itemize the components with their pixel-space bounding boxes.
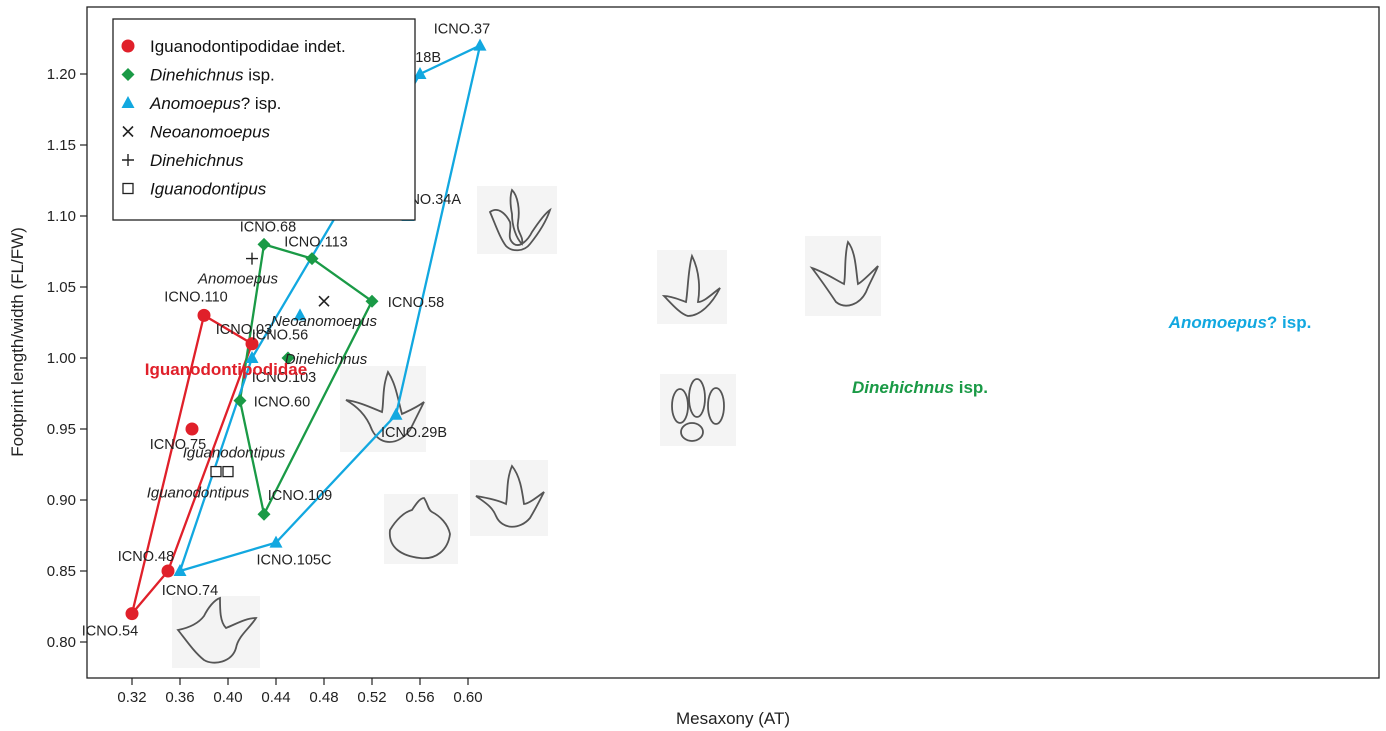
y-axis: 0.80 0.85 0.90 0.95 1.00 1.05 1.10 1.15 1.20: [47, 66, 87, 651]
y-tick-label: 1.10: [47, 208, 76, 225]
legend-label: Anomoepus? isp.: [149, 94, 281, 113]
anomoepus-point: [245, 351, 259, 363]
y-tick-label: 0.80: [47, 634, 76, 651]
footprint-iguanodontipodidae-icon: [340, 366, 426, 452]
x-tick-label: 0.60: [453, 689, 482, 706]
footprint-iguanodontipus-left-icon: [384, 494, 458, 564]
anomoepus-point: [173, 564, 187, 576]
footprint-anomoepus-icon: [477, 186, 557, 254]
point-label: ICNO.74: [162, 583, 218, 599]
footprint-dinehichnus-top-icon: [657, 250, 727, 324]
reference-iguanodontipus-point: [222, 465, 234, 478]
x-tick-label: 0.32: [117, 689, 146, 706]
legend-label: Neoanomoepus: [150, 123, 271, 142]
y-tick-label: 1.15: [47, 137, 76, 154]
x-tick-label: 0.40: [213, 689, 242, 706]
legend-label: Iguanodontipus: [150, 180, 267, 199]
dinehichnus-point: [233, 394, 247, 408]
footprint-dinehichnus-bottom-icon: [660, 374, 736, 446]
footprint-illustrations: [172, 186, 881, 668]
footprint-corner-icon: [172, 596, 260, 668]
point-label: ICNO.113: [284, 235, 347, 251]
legend-square-marker: [122, 182, 134, 195]
iguanodontipodidae-point: [245, 337, 259, 351]
dinehichnus-point: [305, 252, 319, 266]
x-tick-label: 0.44: [261, 689, 290, 706]
x-axis: 0.32 0.36 0.40 0.44 0.48 0.52 0.56 0.60: [117, 678, 483, 706]
reference-label: Neoanomoepus: [271, 313, 377, 330]
point-label: ICNO.37: [434, 22, 490, 38]
point-label: ICNO.54: [82, 624, 138, 640]
data-points: [125, 38, 487, 621]
point-label: ICNO.109: [268, 488, 332, 504]
dinehichnus-point: [365, 294, 379, 308]
point-label: ICNO.48: [118, 549, 174, 565]
dinehichnus-group-label: Dinehichnus isp.: [852, 378, 988, 397]
point-label: ICNO.105C: [257, 553, 332, 569]
point-label: ICNO.56: [252, 327, 308, 343]
dinehichnus-hull-line: [238, 243, 374, 516]
footprint-neoanomoepus-icon: [805, 236, 881, 316]
y-tick-label: 0.90: [47, 492, 76, 509]
legend-items: Iguanodontipodidae indet. Dinehichnus isp…: [121, 37, 346, 199]
legend-label: Dinehichnus isp.: [150, 66, 275, 85]
legend-label: Dinehichnus: [150, 151, 244, 170]
y-tick-label: 1.20: [47, 66, 76, 83]
iguanodontipodidae-point: [125, 607, 139, 621]
legend: Iguanodontipodidae indet. Dinehichnus isp…: [112, 18, 416, 221]
dinehichnus-point: [257, 507, 271, 521]
legend-label: Iguanodontipodidae indet.: [150, 37, 346, 56]
group-labels: Iguanodontipodidae Dinehichnus isp. Anomoe…: [145, 313, 1312, 397]
reference-label: Dinehichnus: [285, 351, 368, 368]
anomoepus-point: [413, 67, 427, 79]
legend-triangle-marker: [121, 96, 135, 108]
y-tick-label: 1.05: [47, 279, 76, 296]
dinehichnus-point: [257, 237, 271, 251]
plot-frame: [86, 6, 1380, 679]
point-label: ICNO.60: [254, 395, 310, 411]
iguanodontipodidae-point: [185, 422, 199, 436]
anomoepus-group-label: Anomoepus? isp.: [1168, 313, 1312, 332]
footprint-iguanodontipus-right-icon: [470, 460, 548, 536]
x-tick-label: 0.56: [405, 689, 434, 706]
reference-label: Iguanodontipus: [183, 445, 286, 462]
iguanodontipodidae-point: [161, 564, 175, 578]
point-label: ICNO.58: [388, 295, 444, 311]
x-axis-title: Mesaxony (AT): [676, 709, 790, 728]
reference-neoanomoepus-point: [318, 295, 330, 307]
point-label: ICNO.29B: [381, 425, 447, 441]
reference-iguanodontipus-point: [210, 465, 222, 478]
y-tick-label: 0.85: [47, 563, 76, 580]
anomoepus-point: [389, 407, 403, 420]
iguanodontipodidae-point: [197, 308, 211, 322]
point-label: ICNO.75: [150, 437, 206, 453]
anomoepus-point: [473, 38, 487, 51]
point-labels: ICNO.54ICNO.48ICNO.75ICNO.110ICNO.03ICNO…: [82, 22, 490, 640]
iguanodontipodidae-group-label: Iguanodontipodidae: [145, 360, 307, 379]
reference-anomoepus-point: [246, 252, 258, 265]
reference-dinehichnus-point: [281, 351, 295, 365]
x-tick-label: 0.48: [309, 689, 338, 706]
point-label: ICNO.103: [252, 370, 316, 386]
reference-label: Anomoepus: [197, 271, 279, 288]
x-tick-label: 0.36: [165, 689, 194, 706]
y-axis-title: Footprint length/width (FL/FW): [8, 227, 27, 457]
legend-plus-marker: [122, 154, 134, 166]
point-label: ICNO.68: [240, 219, 296, 235]
legend-circle-marker: [121, 39, 135, 53]
anomoepus-point: [293, 308, 307, 321]
x-tick-label: 0.52: [357, 689, 386, 706]
anomoepus-point: [269, 535, 283, 548]
legend-x-marker: [122, 125, 134, 138]
reference-label: Iguanodontipus: [147, 485, 250, 502]
y-tick-label: 0.95: [47, 421, 76, 438]
point-label: ICNO.03: [216, 322, 272, 338]
point-label: ICNO.110: [164, 289, 227, 305]
legend-diamond-marker: [121, 68, 135, 81]
y-tick-label: 1.00: [47, 350, 76, 367]
legend-box: [112, 18, 416, 221]
